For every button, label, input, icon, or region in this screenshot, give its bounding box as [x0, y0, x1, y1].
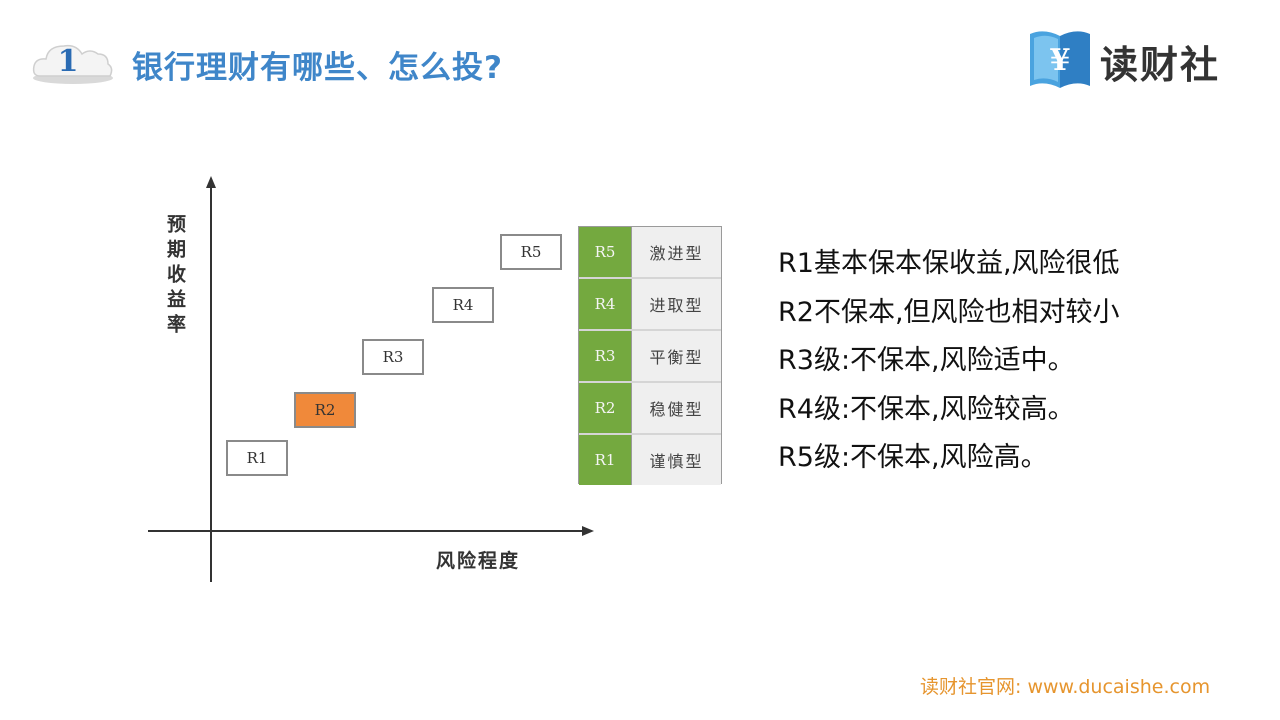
legend-row: R5 激进型: [579, 227, 721, 279]
legend-level: R2: [579, 383, 632, 433]
brand-logo: ¥ 读财社: [1024, 20, 1244, 96]
y-axis-label: 预期收益率: [164, 214, 186, 339]
risk-diagram: 预期收益率 风险程度 R1 R2 R3 R4 R5 R5 激进型 R4 进取型 …: [110, 150, 750, 600]
risk-level-box-r3: R3: [362, 339, 424, 375]
footer-website: 读财社官网: www.ducaishe.com: [920, 676, 1211, 698]
description-r5: R5级:不保本,风险高。: [778, 442, 1048, 473]
description-r2: R2不保本,但风险也相对较小: [778, 296, 1120, 328]
section-badge-cloud-icon: [30, 38, 116, 86]
legend-level: R1: [579, 435, 632, 485]
risk-level-box-r1: R1: [226, 440, 288, 476]
legend-type: 谨慎型: [632, 435, 721, 485]
section-number: 1: [57, 44, 79, 79]
description-r1: R1基本保本保收益,风险很低: [778, 248, 1120, 279]
book-yuan-icon: ¥: [1030, 31, 1090, 88]
legend-type: 平衡型: [632, 331, 721, 381]
risk-legend-table: R5 激进型 R4 进取型 R3 平衡型 R2 稳健型 R1 谨慎型: [578, 226, 722, 485]
risk-level-box-r2: R2: [294, 392, 356, 428]
legend-level: R5: [579, 227, 632, 277]
description-r3: R3级:不保本,风险适中。: [778, 345, 1075, 376]
svg-text:¥: ¥: [1050, 43, 1071, 78]
risk-description-list: R1基本保本保收益,风险很低 R2不保本,但风险也相对较小 R3级:不保本,风险…: [778, 240, 1248, 483]
legend-type: 稳健型: [632, 383, 721, 433]
axes: [148, 176, 594, 582]
description-r4: R4级:不保本,风险较高。: [778, 393, 1075, 425]
legend-row: R1 谨慎型: [579, 435, 721, 485]
risk-level-box-r4: R4: [432, 287, 494, 323]
brand-name: 读财社: [1100, 42, 1221, 87]
page-title: 银行理财有哪些、怎么投?: [132, 50, 503, 86]
risk-level-box-r5: R5: [500, 234, 562, 270]
legend-type: 激进型: [632, 227, 721, 277]
legend-level: R4: [579, 279, 632, 329]
legend-type: 进取型: [632, 279, 721, 329]
legend-level: R3: [579, 331, 632, 381]
x-axis-label: 风险程度: [436, 550, 521, 572]
legend-row: R3 平衡型: [579, 331, 721, 383]
legend-row: R4 进取型: [579, 279, 721, 331]
legend-row: R2 稳健型: [579, 383, 721, 435]
